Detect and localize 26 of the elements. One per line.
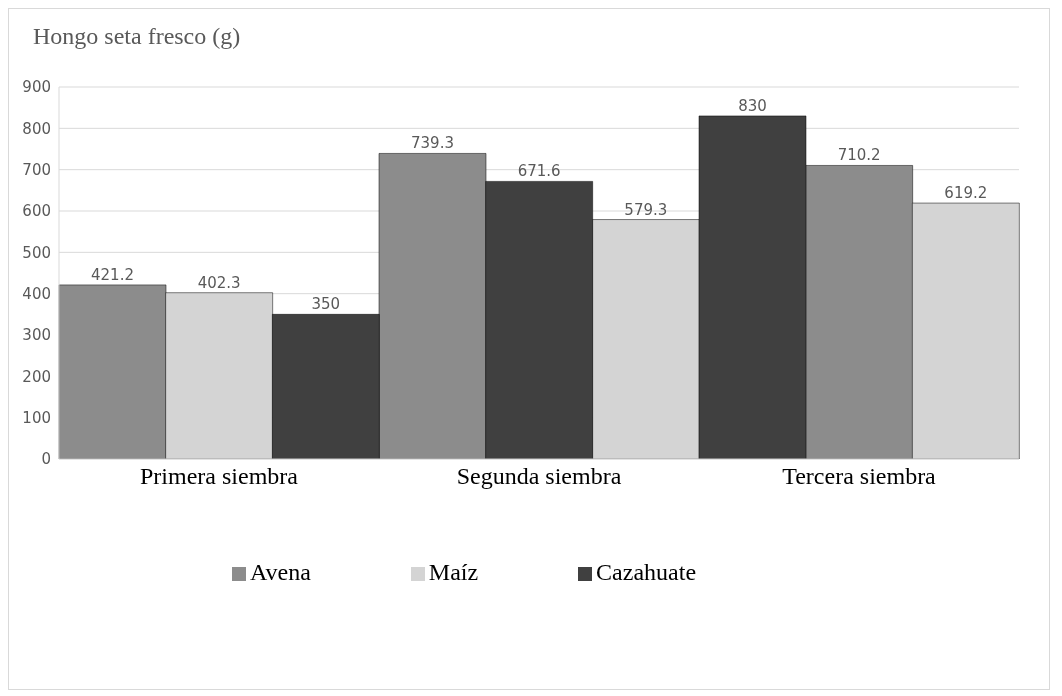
y-tick-label: 100	[22, 408, 51, 427]
data-label: 579.3	[624, 200, 668, 219]
data-label: 421.2	[91, 265, 134, 284]
y-tick-label: 600	[22, 202, 51, 221]
x-tick-label: Tercera siembra	[782, 463, 937, 490]
y-tick-label: 0	[41, 450, 51, 469]
data-label: 710.2	[837, 146, 881, 165]
data-label: 402.3	[197, 273, 241, 292]
y-tick-label: 700	[22, 160, 51, 179]
data-label: 671.6	[517, 162, 561, 181]
y-tick-label: 300	[22, 326, 51, 345]
y-tick-label: 400	[22, 284, 51, 303]
legend-label: Avena	[249, 559, 311, 585]
legend-label: Maíz	[428, 559, 479, 585]
x-tick-label: Segunda siembra	[456, 463, 622, 490]
y-tick-label: 900	[22, 78, 51, 97]
y-tick-label: 800	[22, 119, 51, 138]
data-label: 830	[738, 96, 767, 115]
data-label: 739.3	[411, 134, 454, 153]
data-label: 619.2	[944, 184, 988, 203]
chart-title: Hongo seta fresco (g)	[33, 23, 241, 50]
x-tick-label: Primera siembra	[140, 463, 299, 490]
data-label: 350	[311, 295, 341, 314]
y-tick-label: 500	[22, 243, 51, 262]
legend-label: Cazahuate	[596, 559, 697, 585]
y-tick-label: 200	[22, 367, 51, 386]
